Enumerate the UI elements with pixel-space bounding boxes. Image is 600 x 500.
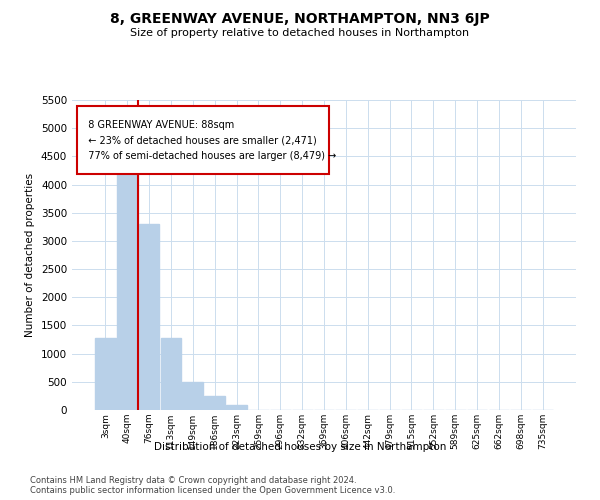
Bar <box>226 405 247 410</box>
Bar <box>95 338 116 410</box>
Y-axis label: Number of detached properties: Number of detached properties <box>25 173 35 337</box>
Bar <box>182 382 203 410</box>
Text: 8 GREENWAY AVENUE: 88sqm
  ← 23% of detached houses are smaller (2,471)
  77% of: 8 GREENWAY AVENUE: 88sqm ← 23% of detach… <box>82 120 337 161</box>
Bar <box>117 164 137 410</box>
Text: Contains HM Land Registry data © Crown copyright and database right 2024.: Contains HM Land Registry data © Crown c… <box>30 476 356 485</box>
Bar <box>204 396 225 410</box>
Text: Size of property relative to detached houses in Northampton: Size of property relative to detached ho… <box>130 28 470 38</box>
Bar <box>161 338 181 410</box>
Text: Distribution of detached houses by size in Northampton: Distribution of detached houses by size … <box>154 442 446 452</box>
Text: 8, GREENWAY AVENUE, NORTHAMPTON, NN3 6JP: 8, GREENWAY AVENUE, NORTHAMPTON, NN3 6JP <box>110 12 490 26</box>
Bar <box>139 224 160 410</box>
FancyBboxPatch shape <box>77 106 329 174</box>
Text: Contains public sector information licensed under the Open Government Licence v3: Contains public sector information licen… <box>30 486 395 495</box>
